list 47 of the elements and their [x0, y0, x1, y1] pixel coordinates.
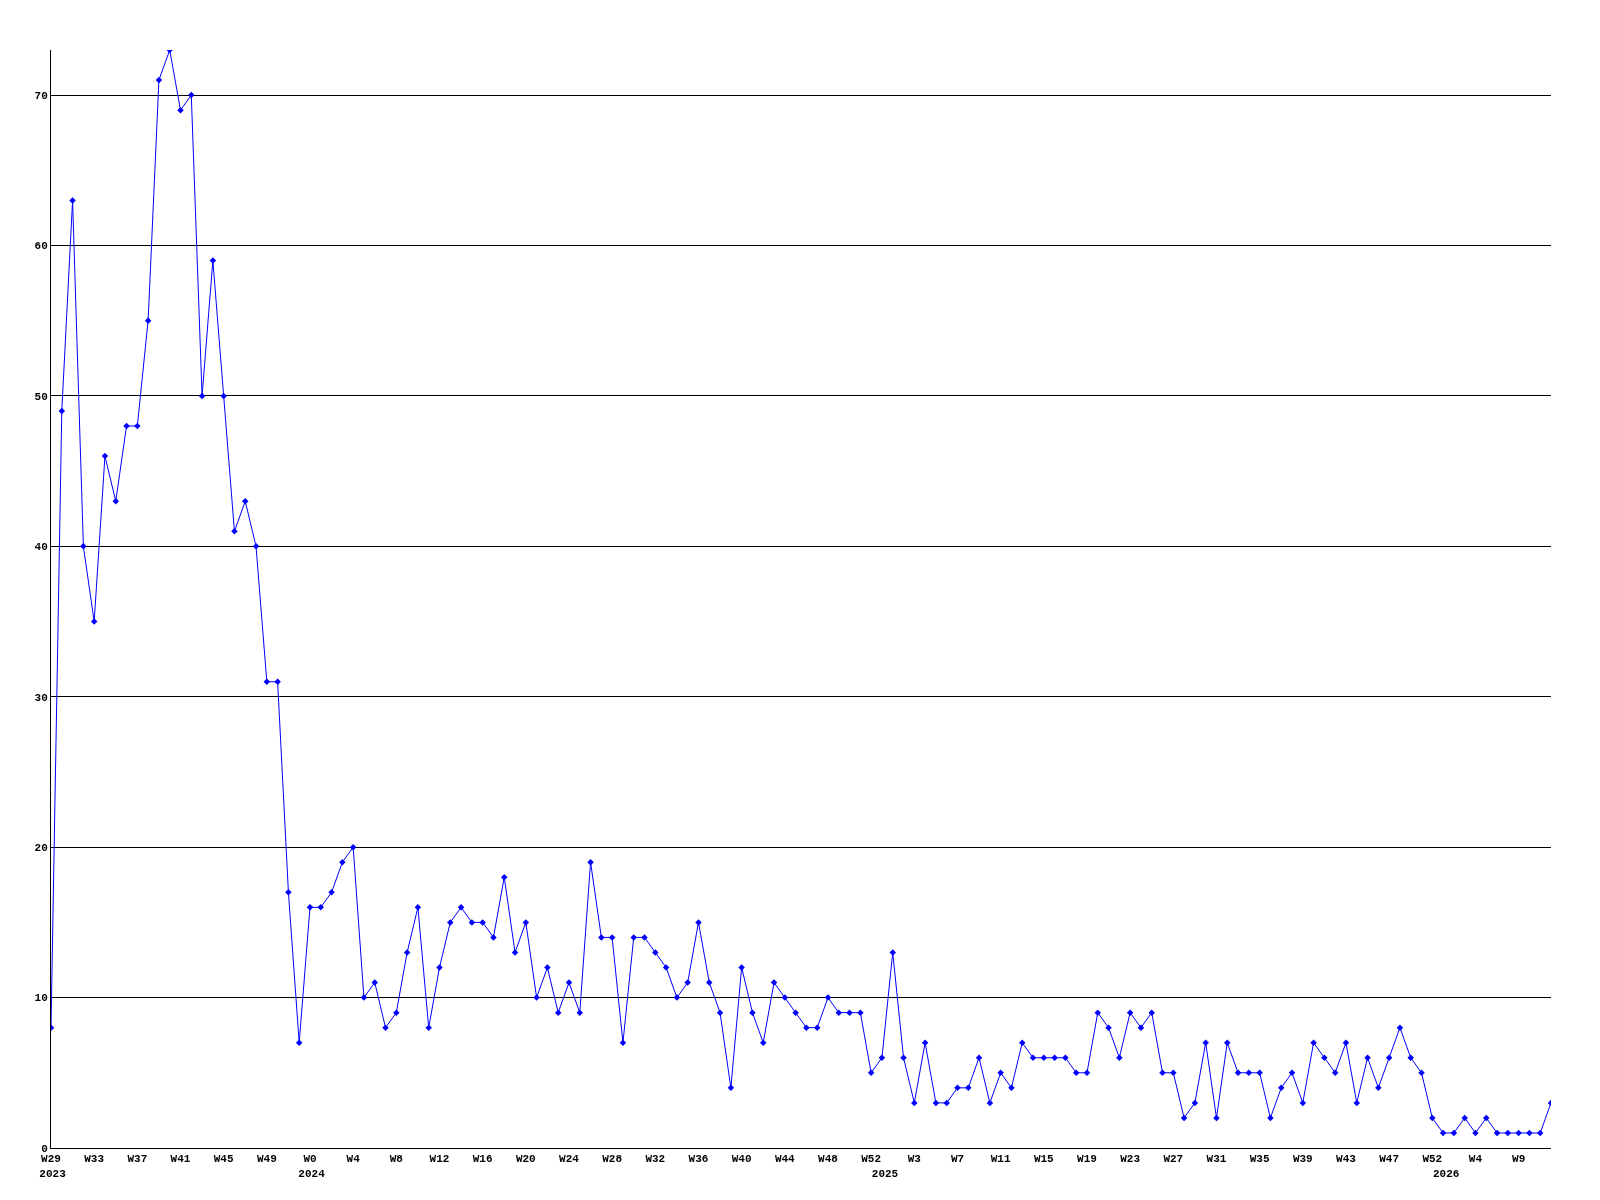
x-tick-label: W3	[907, 1153, 922, 1166]
x2-tick-label: 2023	[39, 1167, 67, 1180]
x-tick-label: W36	[688, 1153, 709, 1166]
x-tick-label: W19	[1077, 1153, 1097, 1166]
x-tick-label: W39	[1292, 1153, 1313, 1166]
x-tick-label: W27	[1163, 1153, 1184, 1166]
x-tick-label: W48	[818, 1153, 839, 1166]
x-tick-label: W11	[990, 1153, 1011, 1166]
y-tick-label: 50	[34, 390, 48, 403]
x-tick-label: W33	[84, 1153, 105, 1166]
x-tick-label: W43	[1336, 1153, 1357, 1166]
x-tick-label: W41	[170, 1153, 191, 1166]
x-tick-label: W4	[346, 1153, 361, 1166]
y-tick-label: 30	[34, 691, 48, 704]
x2-tick-label: 2026	[1432, 1167, 1460, 1180]
x-tick-label: W37	[127, 1153, 148, 1166]
x-tick-label: W15	[1033, 1153, 1055, 1166]
x-tick-label: W12	[429, 1153, 450, 1166]
x-tick-label: W40	[731, 1153, 752, 1166]
x-tick-label: W24	[559, 1153, 580, 1166]
x-tick-label: W35	[1249, 1153, 1270, 1166]
y-tick-label: 20	[34, 842, 48, 855]
x2-tick-label: 2025	[871, 1167, 899, 1180]
y-tick-label: 60	[34, 240, 48, 253]
x-tick-label: W49	[256, 1153, 277, 1166]
x-tick-label: W20	[515, 1153, 536, 1166]
x2-tick-label: 2024	[298, 1167, 326, 1180]
x-tick-label: W0	[303, 1153, 317, 1166]
x-tick-label: W32	[645, 1153, 666, 1166]
x-tick-label: W8	[389, 1153, 404, 1166]
x-tick-label: W44	[774, 1153, 796, 1166]
x-tick-label: W23	[1120, 1153, 1141, 1166]
y-tick-label: 70	[34, 89, 48, 102]
y-tick-label: 0	[41, 1142, 48, 1155]
y-tick-label: 10	[34, 992, 48, 1005]
y-tick-label: 40	[34, 541, 48, 554]
x-tick-label: W31	[1206, 1153, 1227, 1166]
x-tick-label: W52	[861, 1153, 882, 1166]
x-tick-label: W16	[472, 1153, 493, 1166]
x-tick-label: W47	[1379, 1153, 1400, 1166]
x-tick-label: W4	[1468, 1153, 1483, 1166]
x-tick-label: W29	[41, 1153, 61, 1166]
x-tick-label: W45	[213, 1153, 234, 1166]
x-tick-label: W28	[602, 1153, 623, 1166]
x-tick-label: W9	[1512, 1153, 1526, 1166]
x-tick-label: W52	[1422, 1153, 1443, 1166]
x-tick-label: W7	[950, 1153, 965, 1166]
